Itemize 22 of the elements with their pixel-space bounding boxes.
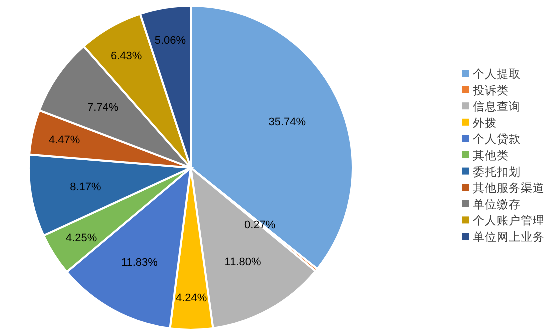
- data-label: 8.17%: [70, 182, 102, 194]
- legend-label: 个人提取: [473, 68, 521, 81]
- legend-label: 其他服务渠道: [473, 181, 545, 196]
- legend-label: 外拨: [473, 116, 497, 130]
- data-label: 4.25%: [66, 232, 98, 244]
- legend-label: 单位缴存: [473, 198, 521, 212]
- legend-label: 单位网上业务: [473, 231, 545, 244]
- data-label: 11.83%: [121, 256, 158, 269]
- legend-label: 信息查询: [473, 100, 521, 114]
- data-label: 4.24%: [176, 292, 208, 305]
- legend-label: 其他类: [473, 150, 509, 162]
- legend-label: 委托扣划: [473, 164, 521, 179]
- legend-label: 投诉类: [472, 84, 509, 98]
- data-label: 7.74%: [88, 102, 119, 114]
- data-label: 6.43%: [111, 50, 142, 63]
- legend-label: 个人贷款: [473, 133, 521, 146]
- data-label: 5.06%: [154, 35, 186, 48]
- legend-label: 个人账户管理: [473, 214, 545, 228]
- data-label: 11.80%: [224, 256, 262, 268]
- data-label: 0.27%: [244, 219, 276, 232]
- data-label: 4.47%: [48, 134, 80, 146]
- data-label: 35.74%: [268, 116, 306, 129]
